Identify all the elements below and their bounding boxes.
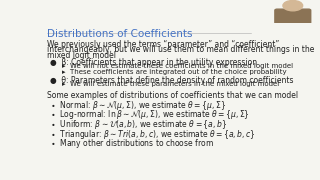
Text: ▸  We will not estimate these coefficients in the mixed logit model: ▸ We will not estimate these coefficient… xyxy=(62,63,293,69)
Circle shape xyxy=(283,1,303,11)
Text: $\bullet$  Triangular: $\beta \sim Tri(a, b, c)$, we estimate $\theta = \{a, b, : $\bullet$ Triangular: $\beta \sim Tri(a,… xyxy=(50,128,256,141)
Text: ▸  These coefficients are integrated out of the choice probability: ▸ These coefficients are integrated out … xyxy=(62,69,287,75)
FancyBboxPatch shape xyxy=(275,9,311,24)
Text: $\bullet$  Log-normal: $\ln\beta \sim \mathcal{N}(\mu, \Sigma)$, we estimate $\t: $\bullet$ Log-normal: $\ln\beta \sim \ma… xyxy=(50,108,250,121)
Text: interchangeably, but we will use them to mean different things in the: interchangeably, but we will use them to… xyxy=(47,45,315,54)
Text: ●  θ: Parameters that define the density of random coefficients: ● θ: Parameters that define the density … xyxy=(50,76,293,85)
Text: mixed logit model: mixed logit model xyxy=(47,51,116,60)
Text: We previously used the terms “parameter” and “coefficient”: We previously used the terms “parameter”… xyxy=(47,40,280,49)
Text: ●  β: Coefficients that appear in the utility expression: ● β: Coefficients that appear in the uti… xyxy=(50,58,257,67)
Text: ▸  We will estimate these parameters in the mixed logit model: ▸ We will estimate these parameters in t… xyxy=(62,81,280,87)
Text: Distributions of Coefficients: Distributions of Coefficients xyxy=(47,29,193,39)
Text: $\bullet$  Many other distributions to choose from: $\bullet$ Many other distributions to ch… xyxy=(50,137,214,150)
Text: $\bullet$  Normal: $\beta \sim \mathcal{N}(\mu, \Sigma)$, we estimate $\theta = : $\bullet$ Normal: $\beta \sim \mathcal{N… xyxy=(50,98,226,112)
Text: $\bullet$  Uniform: $\beta \sim \mathcal{U}(a, b)$, we estimate $\theta = \{a, b: $\bullet$ Uniform: $\beta \sim \mathcal{… xyxy=(50,118,227,131)
Text: Some examples of distributions of coefficients that we can model: Some examples of distributions of coeffi… xyxy=(47,91,299,100)
